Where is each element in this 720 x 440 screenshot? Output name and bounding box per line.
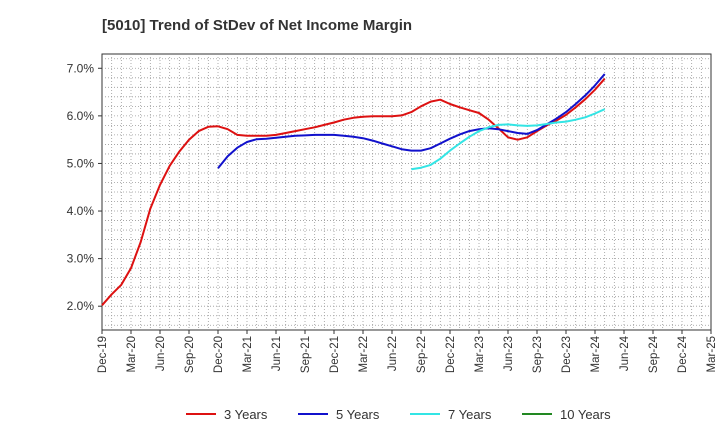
- legend-label: 3 Years: [224, 407, 268, 422]
- x-tick-label: Sep-22: [416, 336, 428, 373]
- x-tick-label: Dec-23: [561, 336, 573, 373]
- x-tick-label: Mar-20: [126, 336, 138, 372]
- series-line-3-years: [101, 78, 606, 306]
- y-tick-label: 3.0%: [67, 252, 95, 266]
- x-tick-label: Dec-22: [445, 336, 457, 373]
- x-axis: Dec-19 Mar-20 Jun-20 Sep-20 Dec-20 Mar-21 Jun-…: [97, 330, 718, 373]
- x-tick-label: Mar-21: [242, 336, 254, 372]
- plot-area: [101, 53, 712, 331]
- x-tick-label: Sep-23: [532, 336, 544, 373]
- x-tick-label: Jun-24: [619, 335, 631, 371]
- series-lines: [101, 73, 606, 306]
- legend-label: 5 Years: [336, 407, 380, 422]
- x-tick-label: Sep-20: [184, 336, 196, 373]
- x-tick-label: Dec-20: [213, 336, 225, 373]
- x-tick-label: Jun-21: [271, 336, 283, 371]
- x-tick-label: Mar-25: [706, 336, 718, 372]
- x-tick-label: Mar-23: [474, 336, 486, 372]
- x-tick-label: Sep-24: [648, 335, 660, 373]
- x-tick-label: Jun-22: [387, 336, 399, 371]
- x-tick-label: Dec-21: [329, 336, 341, 373]
- x-tick-label: Jun-20: [155, 336, 167, 371]
- legend-label: 10 Years: [560, 407, 611, 422]
- x-tick-label: Mar-24: [590, 335, 602, 372]
- y-tick-label: 7.0%: [67, 61, 95, 75]
- legend: 3 Years 5 Years 7 Years 10 Years: [186, 407, 611, 422]
- chart-title: [5010] Trend of StDev of Net Income Marg…: [102, 17, 412, 34]
- x-tick-label: Sep-21: [300, 336, 312, 373]
- series-line-5-years: [217, 73, 606, 169]
- x-tick-label: Mar-22: [358, 336, 370, 372]
- x-tick-label: Dec-24: [677, 335, 689, 373]
- y-tick-label: 5.0%: [67, 156, 95, 170]
- y-tick-label: 6.0%: [67, 109, 95, 123]
- y-axis: 2.0% 3.0% 4.0% 5.0% 6.0% 7.0%: [67, 61, 102, 313]
- series-line-7-years: [411, 108, 606, 171]
- x-tick-label: Jun-23: [503, 336, 515, 371]
- y-tick-label: 4.0%: [67, 204, 95, 218]
- y-tick-label: 2.0%: [67, 299, 95, 313]
- x-tick-label: Dec-19: [97, 336, 109, 373]
- legend-label: 7 Years: [448, 407, 492, 422]
